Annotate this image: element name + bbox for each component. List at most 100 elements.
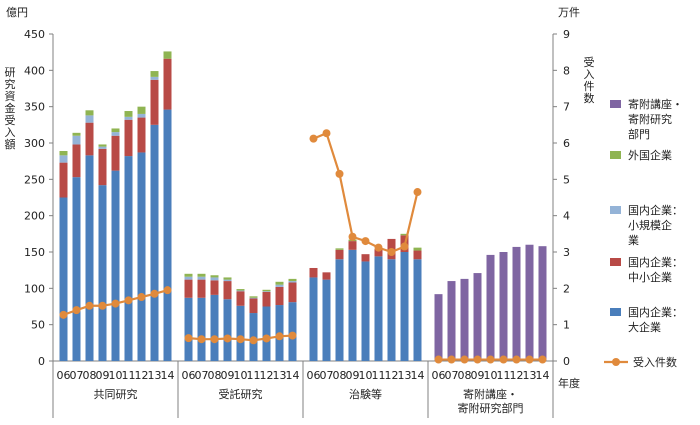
- x-tick-label: 06: [182, 369, 196, 382]
- x-tick-label: 12: [260, 369, 274, 382]
- y-left-tick-label: 250: [24, 173, 45, 186]
- count-point: [210, 335, 219, 344]
- x-tick-label: 09: [221, 369, 235, 382]
- x-tick-label: 07: [195, 369, 209, 382]
- bar-segment-large: [374, 256, 383, 361]
- bar-segment-small: [236, 290, 245, 292]
- legend-label-endowed: 部門: [628, 127, 650, 141]
- x-tick-label: 14: [411, 369, 425, 382]
- legend-swatch-endowed: [610, 100, 621, 108]
- bar-segment-large: [361, 261, 370, 361]
- bar-segment-sme: [335, 249, 344, 260]
- x-tick-label: 07: [70, 369, 84, 382]
- bar-segment-foreign: [249, 296, 258, 298]
- y-right-axis-label: 数: [584, 92, 595, 105]
- y-right-tick-label: 4: [563, 210, 570, 223]
- count-point: [150, 289, 159, 298]
- bar-segment-sme: [184, 279, 193, 298]
- bar-segment-foreign: [72, 132, 81, 136]
- bar-segment-foreign: [98, 144, 107, 147]
- x-tick-label: 13: [398, 369, 412, 382]
- bar-segment-foreign: [236, 289, 245, 291]
- x-tick-label: 08: [458, 369, 472, 382]
- bar-segment-large: [309, 277, 318, 361]
- bar-segment-endowed: [538, 246, 547, 361]
- x-tick-label: 06: [432, 369, 446, 382]
- count-point: [348, 232, 357, 241]
- bar-segment-small: [111, 132, 120, 136]
- count-point: [249, 336, 258, 345]
- bar-segment-small: [150, 76, 159, 80]
- legend-label-small: 小規模企: [628, 218, 672, 232]
- bar-segment-foreign: [288, 278, 297, 282]
- y-right-tick-label: 3: [563, 246, 570, 259]
- bar-segment-endowed: [434, 294, 443, 361]
- x-tick-label: 12: [385, 369, 399, 382]
- x-tick-label: 14: [161, 369, 175, 382]
- bar-segment-endowed: [460, 278, 469, 361]
- bar-segment-endowed: [447, 281, 456, 361]
- bar-segment-large: [335, 259, 344, 361]
- x-tick-label: 13: [148, 369, 162, 382]
- x-tick-label: 10: [484, 369, 498, 382]
- y-left-tick-label: 200: [24, 210, 45, 223]
- bar-segment-foreign: [111, 128, 120, 133]
- legend-label-foreign: 外国企業: [628, 148, 672, 162]
- legend-label-sme: 中小企業: [628, 270, 672, 284]
- bar-segment-sme: [98, 148, 107, 186]
- legend-label-sme: 国内企業：: [628, 255, 683, 269]
- legend-label-small: 国内企業：: [628, 203, 683, 217]
- legend-label-large: 国内企業：: [628, 305, 683, 319]
- bar-segment-foreign: [85, 110, 94, 116]
- bar-segment-endowed: [512, 246, 521, 361]
- x-tick-label: 13: [273, 369, 287, 382]
- bar-segment-small: [184, 276, 193, 280]
- bar-segment-large: [210, 294, 219, 361]
- legend-swatch-large: [610, 308, 621, 316]
- count-point: [434, 355, 443, 364]
- bar-segment-sme: [309, 267, 318, 278]
- legend-label-small: 業: [628, 234, 639, 247]
- legend-label-endowed: 寄附講座・: [628, 97, 683, 111]
- count-point: [499, 355, 508, 364]
- legend-swatch-sme: [610, 258, 621, 266]
- bar-segment-endowed: [486, 254, 495, 361]
- y-right-tick-label: 6: [563, 137, 570, 150]
- bar-segment-foreign: [262, 289, 271, 292]
- count-point: [223, 334, 232, 343]
- bar-segment-sme: [163, 58, 172, 110]
- bar-segment-foreign: [197, 273, 206, 277]
- x-tick-label: 12: [510, 369, 524, 382]
- bar-segment-sme: [223, 281, 232, 300]
- bar-segment-sme: [288, 282, 297, 303]
- bar-segment-small: [72, 135, 81, 145]
- y-left-tick-label: 0: [38, 355, 45, 368]
- count-point: [124, 296, 133, 305]
- y-left-tick-label: 100: [24, 282, 45, 295]
- bar-segment-large: [137, 152, 146, 361]
- y-left-tick-label: 50: [31, 319, 45, 332]
- bar-segment-large: [111, 170, 120, 361]
- bar-segment-small: [197, 276, 206, 280]
- count-point: [275, 332, 284, 341]
- bar-segment-sme: [348, 241, 357, 250]
- bar-segment-sme: [413, 250, 422, 260]
- legend-swatch-foreign: [610, 151, 621, 159]
- bar-segment-foreign: [59, 150, 68, 156]
- group-label: 寄附研究部門: [458, 401, 524, 415]
- legend-swatch-small: [610, 206, 621, 214]
- x-tick-label: 06: [57, 369, 71, 382]
- y-left-axis-label: 入: [5, 126, 16, 139]
- y-right-tick-label: 5: [563, 173, 570, 186]
- count-point: [413, 188, 422, 197]
- y-left-tick-label: 300: [24, 137, 45, 150]
- bar-segment-foreign: [223, 277, 232, 280]
- y-left-axis-label: 研: [5, 66, 16, 79]
- count-point: [512, 355, 521, 364]
- bar-segment-sme: [150, 79, 159, 125]
- legend-label-large: 大企業: [628, 320, 661, 334]
- bar-segment-large: [387, 259, 396, 361]
- bar-segment-sme: [249, 298, 258, 314]
- bar-segment-large: [236, 305, 245, 361]
